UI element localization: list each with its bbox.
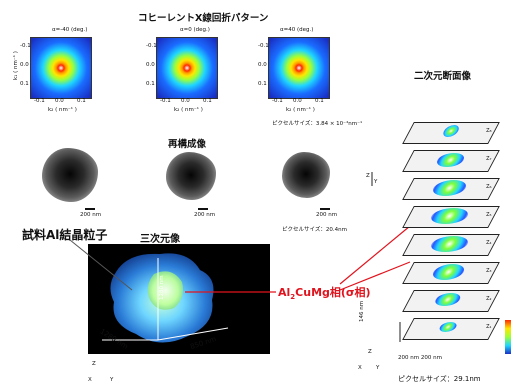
section-layer-6: Z₆ [402, 178, 500, 200]
alpha-label: α=0 (deg.) [180, 27, 210, 33]
phase-spot [429, 264, 468, 280]
phase-spot [432, 293, 464, 306]
scale-bar [198, 208, 208, 210]
threed-label: 三次元像 [140, 234, 180, 245]
layer-label: Z₆ [485, 184, 492, 190]
x-axis-title: k₂ ( nm⁻¹ ) [286, 107, 315, 113]
x-axis-title: k₂ ( nm⁻¹ ) [48, 107, 77, 113]
phase-rest: CuMg相(σ相) [295, 286, 371, 299]
layer-label: Z₄ [485, 240, 492, 246]
layer-label: Z₃ [485, 268, 492, 274]
layer-label: Z₁ [485, 324, 492, 330]
reconstruction-image-3 [282, 152, 330, 198]
y-tick-2: 0.0 [258, 62, 267, 68]
section-layer-2: Z₂ [402, 290, 500, 312]
x-axis-title: k₂ ( nm⁻¹ ) [174, 107, 203, 113]
x-tick-1: -0.1 [34, 98, 45, 104]
reconstruction-image-1 [42, 148, 98, 202]
phase-element: Al [278, 286, 291, 299]
phase-spot [429, 180, 470, 196]
y-tick-2: 0.0 [20, 62, 29, 68]
section-stack: Z₈ Z₇ Z₆ Z₅ Z₄ Z₃ Z₂ Z₁ [378, 122, 508, 362]
y-tick-1: -0.1 [146, 43, 157, 49]
phase-label: Al2CuMg相(σ相) [278, 284, 371, 301]
section-layer-1: Z₁ [402, 318, 500, 340]
stack-axis-x: X [358, 365, 362, 371]
section-axis-y: Y [374, 179, 378, 185]
stack-dims: 200 nm 200 nm [398, 355, 442, 361]
reconstruction-pixel-size: ピクセルサイズ：20.4nm [282, 227, 347, 233]
x-tick-3: 0.1 [77, 98, 86, 104]
x-tick-2: 0.0 [55, 98, 64, 104]
x-tick-2: 0.0 [293, 98, 302, 104]
diffraction-panel-1: α=-40 (deg.) [30, 27, 92, 99]
section-pixel-size: ピクセルサイズ：29.1nm [398, 375, 481, 383]
phase-spot [433, 153, 468, 167]
phase-spot [440, 125, 462, 137]
layer-label: Z₂ [485, 296, 492, 302]
phase-spot [427, 208, 472, 224]
diffraction-panel-3: α=40 (deg.) [268, 27, 330, 99]
x-tick-1: -0.1 [272, 98, 283, 104]
section-axis-z: Z [366, 173, 370, 179]
phase-spot [437, 322, 459, 332]
y-tick-1: -0.1 [258, 43, 269, 49]
colorbar [505, 320, 511, 354]
diffraction-pattern-image [30, 36, 92, 99]
sample-label: 試料Al結晶粒子 [22, 228, 108, 242]
section-layer-4: Z₄ [402, 234, 500, 256]
three-d-volume: 1280 nm [88, 244, 270, 354]
three-d-render [102, 253, 229, 343]
layer-label: Z₅ [485, 212, 492, 218]
diffraction-pattern-image [268, 36, 330, 99]
layer-label: Z₈ [485, 128, 492, 134]
section-layer-7: Z₇ [402, 150, 500, 172]
diffraction-panel-2: α=0 (deg.) [156, 27, 218, 99]
layer-label: Z₇ [485, 156, 492, 162]
reconstruction-title: 再構成像 [168, 139, 207, 150]
scale-label: 200 nm [80, 212, 102, 218]
stack-axis-z: Z [368, 349, 372, 355]
y-tick-2: 0.0 [146, 62, 155, 68]
axis-z-label: Z [92, 361, 96, 367]
figure-title: コヒーレントX線回折パターン [138, 13, 269, 24]
section-layer-5: Z₅ [402, 206, 500, 228]
alpha-label: α=-40 (deg.) [52, 27, 88, 33]
y-tick-3: 0.1 [20, 81, 29, 87]
stack-axis-y: Y [376, 365, 380, 371]
scale-label: 200 nm [194, 212, 216, 218]
reconstruction-image-2 [166, 152, 216, 200]
y-tick-3: 0.1 [258, 81, 267, 87]
phase-spot [427, 236, 472, 252]
scale-label: 200 nm [316, 212, 338, 218]
diffraction-pattern-image [156, 36, 218, 99]
x-tick-3: 0.1 [203, 98, 212, 104]
alpha-label: α=40 (deg.) [280, 27, 314, 33]
axis-y-label: Y [110, 377, 114, 383]
section-layer-8: Z₈ [402, 122, 500, 144]
x-tick-1: -0.1 [160, 98, 171, 104]
stack-height: 146 nm [359, 300, 365, 322]
phase-subscript: 2 [290, 293, 296, 302]
section-title: 二次元断面像 [414, 71, 472, 82]
scale-bar [320, 208, 330, 210]
x-tick-3: 0.1 [315, 98, 324, 104]
axis-x-label: X [88, 377, 92, 383]
x-tick-2: 0.0 [181, 98, 190, 104]
diffraction-pixel-size: ピクセルサイズ：3.84 × 10⁻⁴nm⁻¹ [272, 121, 363, 127]
y-tick-3: 0.1 [146, 81, 155, 87]
section-layer-3: Z₃ [402, 262, 500, 284]
scale-bar [85, 208, 95, 210]
y-tick-1: -0.1 [20, 43, 31, 49]
